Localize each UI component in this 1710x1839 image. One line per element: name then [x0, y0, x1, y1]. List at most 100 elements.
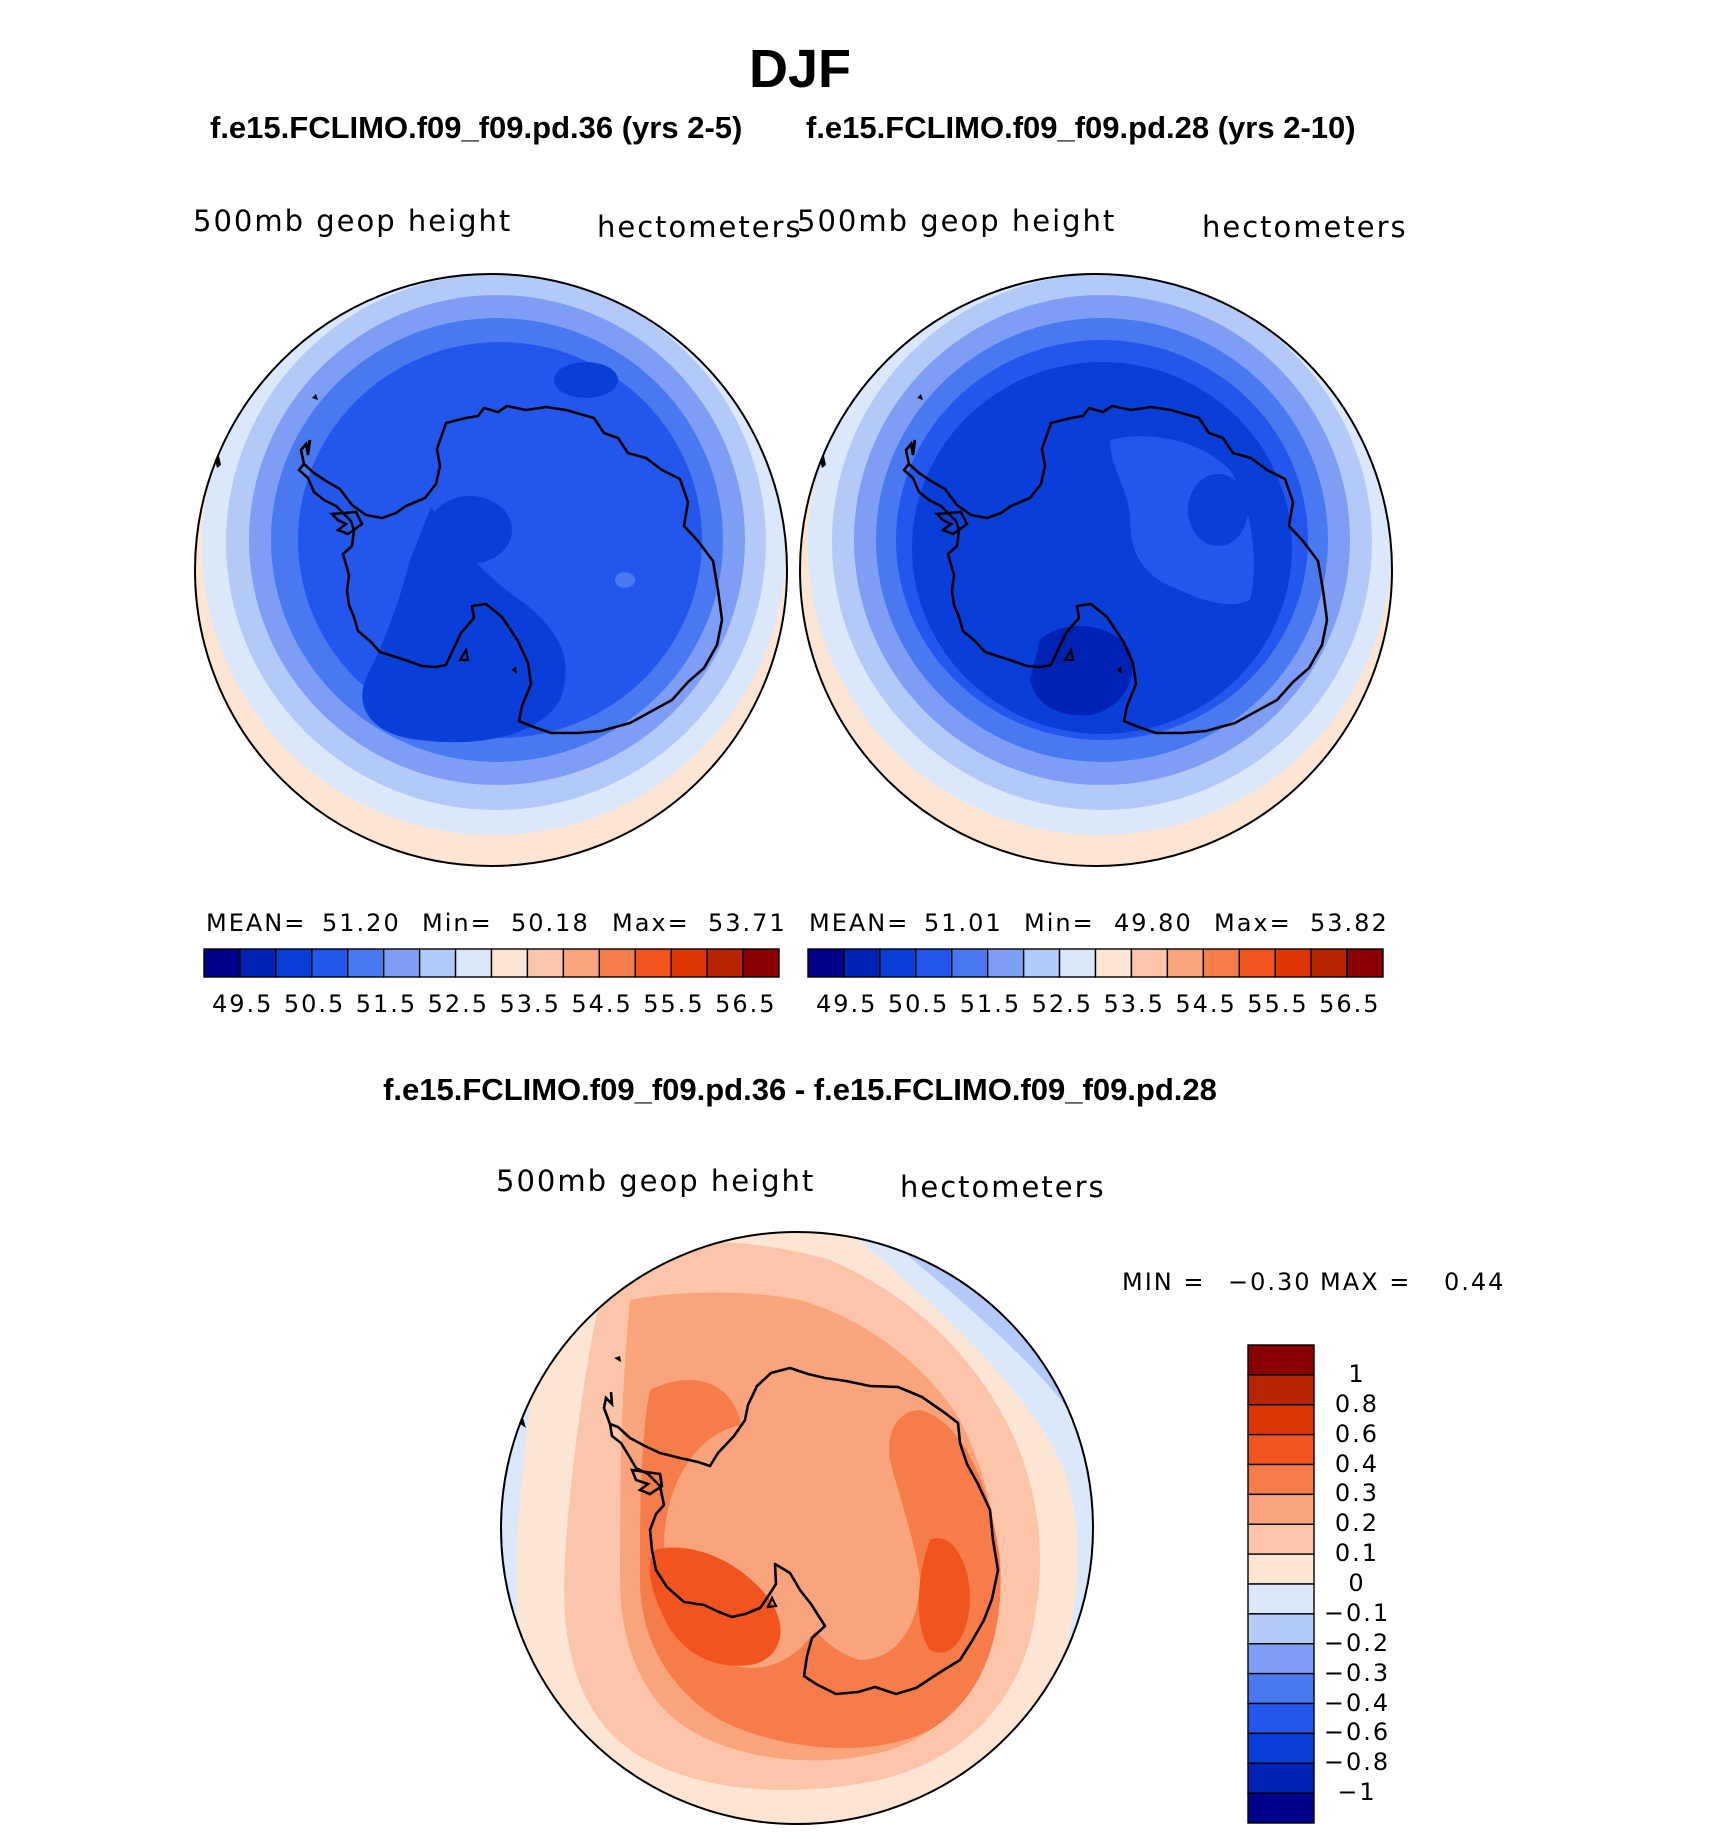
- panel-2-colorbar-box-7: [1058, 948, 1097, 978]
- difference-colorbar-box-5: [1247, 1493, 1315, 1525]
- panel-1-colorbar: [203, 948, 780, 978]
- difference-colorbar-tick-label: 0.4: [1334, 1449, 1380, 1478]
- difference-colorbar-tick-label: −0.2: [1323, 1628, 1391, 1657]
- panel-1-colorbar-tick-label: 50.5: [283, 990, 346, 1018]
- panel-1-colorbar-tick-label: 56.5: [715, 990, 777, 1018]
- panel-2-colorbar-box-2: [879, 948, 917, 978]
- panel-2-colorbar-box-4: [951, 948, 989, 978]
- panel-1-colorbar-tick-label: 51.5: [355, 990, 418, 1018]
- difference-colorbar-tick-label: 0.6: [1334, 1419, 1380, 1448]
- panel-2-map-border: [799, 273, 1393, 867]
- panel-2-colorbar-tick-label: 56.5: [1319, 990, 1381, 1018]
- panel-1-colorbar-box-4: [347, 948, 385, 978]
- difference-colorbar-box-14: [1247, 1762, 1315, 1794]
- panel-1-colorbar-tick-label: 53.5: [499, 990, 561, 1018]
- panel-1-units-label: hectometers: [597, 210, 803, 244]
- difference-max-value: 0.44: [1444, 1268, 1506, 1296]
- panel-2-colorbar-tick-label: 52.5: [1031, 990, 1093, 1018]
- difference-colorbar-box-15: [1247, 1792, 1315, 1824]
- panel-2-max-value: 53.82: [1310, 909, 1389, 937]
- difference-min-label: MIN =: [1122, 1268, 1206, 1296]
- panel-1-colorbar-tick-label: 52.5: [427, 990, 489, 1018]
- difference-colorbar-tick-label: 1: [1348, 1359, 1366, 1388]
- panel-2-colorbar-box-0: [807, 948, 845, 978]
- difference-colorbar-tick-label: 0.3: [1334, 1479, 1380, 1508]
- panel-1-map: [195, 274, 787, 866]
- difference-colorbar-tick-label: 0.8: [1334, 1389, 1380, 1418]
- panel-2-colorbar: [807, 948, 1384, 978]
- panel-1-case-title: f.e15.FCLIMO.f09_f09.pd.36 (yrs 2-5): [210, 110, 743, 145]
- difference-colorbar-box-4: [1247, 1463, 1315, 1496]
- panel-1-colorbar-box-11: [598, 948, 636, 978]
- difference-colorbar-tick-label: −0.4: [1323, 1688, 1391, 1717]
- panel-2-mean-value: 51.01: [924, 909, 1003, 937]
- difference-colorbar-box-1: [1247, 1374, 1315, 1406]
- panel-1-colorbar-box-7: [454, 948, 493, 978]
- difference-colorbar-box-10: [1247, 1643, 1315, 1675]
- panel-2-min-label: Min=: [1024, 909, 1095, 937]
- panel-2-colorbar-tick-label: 55.5: [1247, 990, 1309, 1018]
- panel-2-colorbar-box-9: [1130, 948, 1169, 978]
- panel-2-max-label: Max=: [1214, 909, 1292, 937]
- panel-1-colorbar-box-8: [490, 948, 529, 978]
- difference-colorbar-box-13: [1247, 1732, 1315, 1764]
- panel-1-colorbar-tick-label: 54.5: [571, 990, 633, 1018]
- panel-1-mean-value: 51.20: [322, 909, 401, 937]
- panel-2-colorbar-tick-label: 51.5: [959, 990, 1022, 1018]
- difference-colorbar-box-0: [1247, 1344, 1315, 1376]
- panel-1-colorbar-box-6: [418, 948, 457, 978]
- difference-min-value: −0.30: [1228, 1268, 1312, 1296]
- difference-colorbar-tick-label: −1: [1337, 1778, 1377, 1807]
- panel-2-colorbar-box-14: [1310, 948, 1348, 978]
- difference-colorbar-tick-label: −0.6: [1323, 1718, 1391, 1747]
- difference-colorbar-tick-label: 0.1: [1334, 1539, 1380, 1568]
- panel-1-max-label: Max=: [612, 909, 690, 937]
- panel-2-map: [800, 274, 1392, 866]
- panel-1-variable-label: 500mb geop height: [193, 204, 513, 238]
- panel-1-min-value: 50.18: [511, 909, 590, 937]
- difference-title: f.e15.FCLIMO.f09_f09.pd.36 - f.e15.FCLIM…: [383, 1072, 1217, 1107]
- main-title: DJF: [748, 39, 851, 99]
- panel-1-colorbar-box-12: [634, 948, 672, 978]
- difference-colorbar-box-3: [1247, 1433, 1315, 1466]
- panel-2-colorbar-box-1: [843, 948, 881, 978]
- difference-colorbar-tick-label: 0: [1348, 1569, 1366, 1597]
- panel-2-colorbar-box-15: [1346, 948, 1384, 978]
- difference-variable-label: 500mb geop height: [496, 1164, 816, 1198]
- panel-1-colorbar-box-0: [203, 948, 241, 978]
- panel-1-mean-label: MEAN=: [206, 909, 307, 937]
- panel-2-mean-label: MEAN=: [809, 909, 910, 937]
- panel-1-max-value: 53.71: [708, 909, 787, 937]
- panel-1-colorbar-box-15: [742, 948, 780, 978]
- panel-2-units-label: hectometers: [1202, 210, 1408, 244]
- panel-2-colorbar-box-11: [1202, 948, 1240, 978]
- panel-2-case-title: f.e15.FCLIMO.f09_f09.pd.28 (yrs 2-10): [806, 110, 1356, 145]
- panel-1-colorbar-tick-label: 49.5: [211, 990, 274, 1018]
- panel-1-colorbar-tick-label: 55.5: [643, 990, 705, 1018]
- panel-1-min-label: Min=: [422, 909, 493, 937]
- panel-1-colorbar-box-9: [526, 948, 565, 978]
- panel-2-colorbar-box-5: [986, 948, 1025, 978]
- difference-colorbar-tick-label: −0.1: [1323, 1598, 1391, 1627]
- panel-1-colorbar-box-1: [239, 948, 277, 978]
- difference-colorbar-box-6: [1247, 1523, 1315, 1555]
- difference-colorbar-box-7: [1247, 1553, 1315, 1585]
- difference-colorbar-box-2: [1247, 1404, 1315, 1436]
- panel-2-colorbar-box-10: [1166, 948, 1205, 978]
- difference-colorbar-box-11: [1247, 1672, 1315, 1705]
- panel-2-colorbar-tick-label: 53.5: [1103, 990, 1165, 1018]
- panel-1-map-border: [194, 273, 788, 867]
- difference-colorbar-tick-label: −0.8: [1323, 1748, 1391, 1777]
- difference-colorbar-tick-label: 0.2: [1334, 1509, 1380, 1538]
- panel-2-colorbar-tick-label: 50.5: [887, 990, 950, 1018]
- difference-colorbar-tick-label: −0.3: [1323, 1658, 1391, 1687]
- panel-2-colorbar-box-3: [915, 948, 953, 978]
- difference-colorbar: [1247, 1344, 1315, 1824]
- panel-2-colorbar-box-6: [1022, 948, 1061, 978]
- difference-max-label: MAX =: [1320, 1268, 1412, 1296]
- panel-1-colorbar-box-13: [670, 948, 708, 978]
- panel-2-colorbar-box-8: [1094, 948, 1133, 978]
- panel-2-colorbar-box-13: [1274, 948, 1312, 978]
- panel-1-colorbar-box-2: [275, 948, 313, 978]
